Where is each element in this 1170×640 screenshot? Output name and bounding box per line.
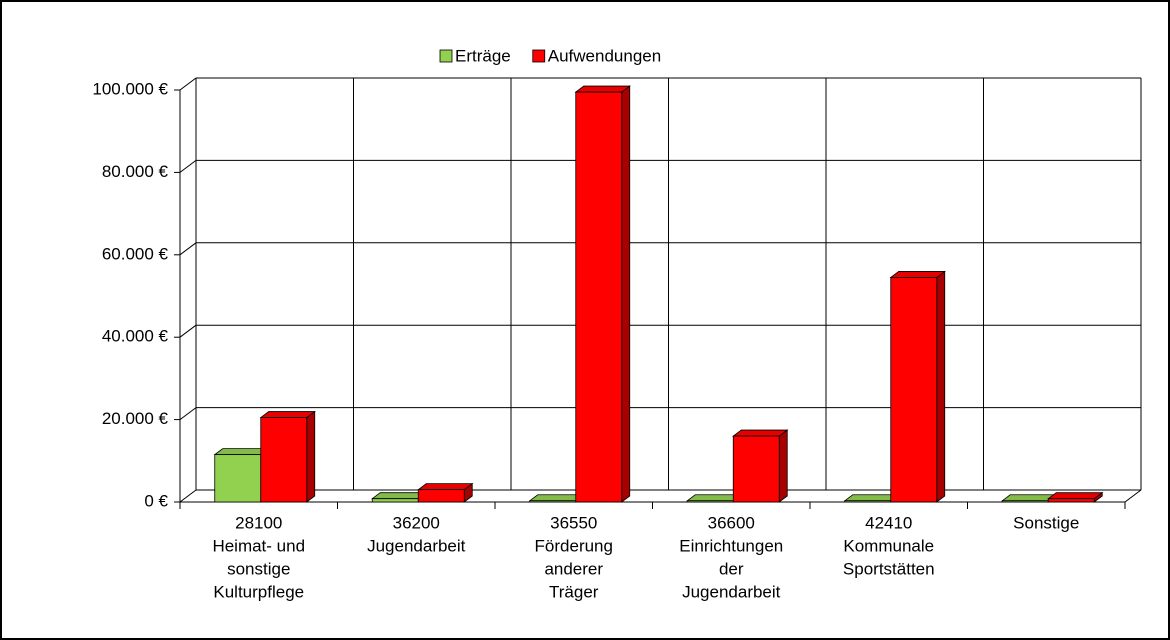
bar	[890, 277, 938, 503]
bar-top	[417, 483, 474, 491]
x-tick-label: 36550	[550, 513, 597, 532]
bar	[260, 417, 308, 503]
legend-label: Aufwendungen	[548, 46, 661, 65]
bar-top	[259, 411, 316, 418]
y-tick-label: 100.000 €	[92, 79, 168, 98]
grid-line	[179, 324, 197, 338]
y-tick-label: 20.000 €	[102, 409, 169, 428]
legend-swatch	[439, 49, 453, 63]
bar	[1047, 498, 1095, 503]
bar-side	[621, 85, 631, 503]
x-tick-label: 36200	[393, 513, 440, 532]
bar	[732, 435, 780, 503]
x-tick-label: sonstige	[227, 559, 290, 578]
bar	[1001, 500, 1049, 503]
x-tick-label: Kulturpflege	[213, 582, 304, 601]
bar	[214, 454, 262, 503]
y-tick-label: 60.000 €	[102, 244, 169, 263]
x-tick-label: 36600	[708, 513, 755, 532]
x-tick-label: Sportstätten	[843, 559, 935, 578]
legend-label: Erträge	[455, 46, 511, 65]
grid-line	[179, 489, 197, 503]
grid-line	[179, 407, 197, 421]
bar-top	[889, 271, 946, 278]
bar-top	[574, 85, 631, 93]
bar-top	[732, 429, 789, 437]
x-tick-label: Jugendarbeit	[682, 582, 781, 601]
bar	[844, 500, 892, 503]
bar-side	[306, 410, 316, 503]
x-tick-label: Sonstige	[1013, 513, 1079, 532]
y-tick-label: 0 €	[144, 491, 168, 510]
x-tick-label: Förderung	[535, 536, 613, 555]
bar-top	[1047, 492, 1104, 500]
x-tick-label: 28100	[235, 513, 282, 532]
bar-side	[936, 270, 946, 503]
y-tick-label: 80.000 €	[102, 162, 169, 181]
x-tick-label: 42410	[865, 513, 912, 532]
x-tick-label: Jugendarbeit	[367, 536, 466, 555]
bar	[417, 489, 465, 503]
bar-side	[778, 429, 788, 503]
bar	[686, 500, 734, 503]
y-tick-label: 40.000 €	[102, 327, 169, 346]
legend-swatch	[532, 49, 546, 63]
x-tick-label: Einrichtungen	[679, 536, 783, 555]
bar	[575, 91, 623, 503]
x-tick-label: der	[719, 559, 744, 578]
grid-line	[179, 242, 197, 256]
grid-line	[179, 77, 197, 91]
bar	[371, 498, 419, 503]
x-tick-label: Kommunale	[843, 536, 934, 555]
x-tick-label: anderer	[544, 559, 603, 578]
bar	[529, 500, 577, 503]
floor-edge	[1124, 489, 1142, 503]
x-tick-label: Träger	[549, 582, 599, 601]
grid-line	[179, 159, 197, 173]
x-tick-label: Heimat- und	[212, 536, 305, 555]
